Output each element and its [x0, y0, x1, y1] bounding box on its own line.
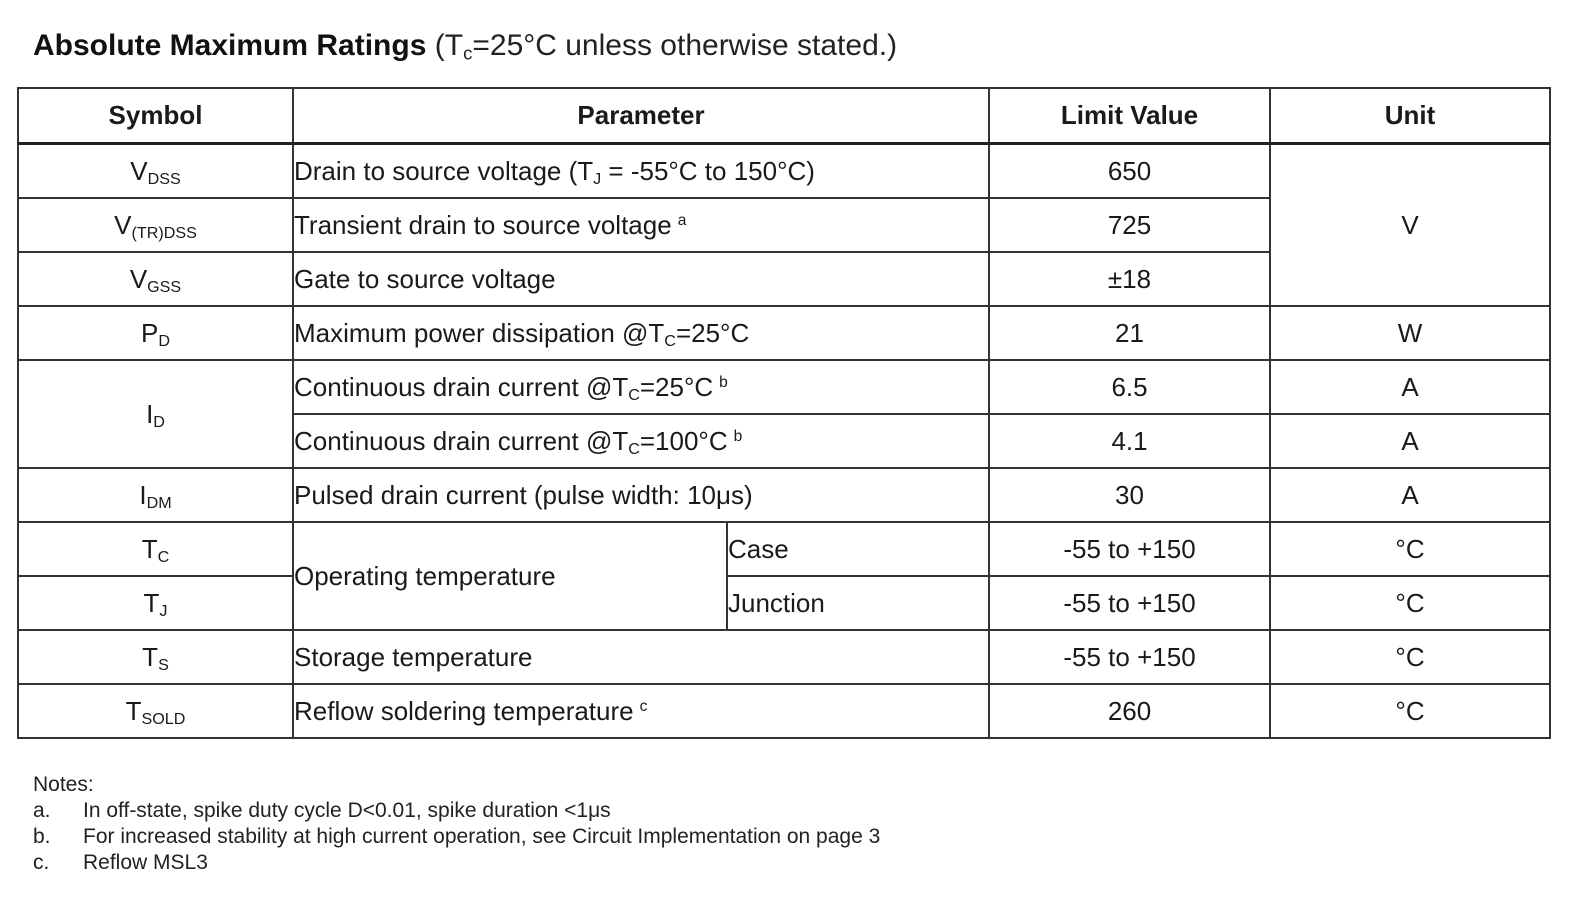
note-key: a. — [33, 799, 51, 822]
parameter-cell: Continuous drain current @TC=25°C b — [291, 359, 991, 415]
note-text: Reflow MSL3 — [83, 851, 208, 874]
note-text: For increased stability at high current … — [83, 825, 881, 848]
footnote-ref: c — [639, 697, 648, 715]
table-row: IDM Pulsed drain current (pulse width: 1… — [17, 467, 1552, 523]
symbol-cell: PD — [17, 305, 294, 361]
unit-cell: °C — [1269, 629, 1552, 685]
unit-cell: A — [1269, 467, 1552, 523]
parameter-cell: Operating temperature — [292, 521, 728, 631]
table-row: PD Maximum power dissipation @TC=25°C 21… — [17, 305, 1552, 361]
limit-value-cell: 260 — [988, 683, 1272, 739]
table-header-row: Symbol Parameter Limit Value Unit — [17, 87, 1552, 145]
footnote-ref: b — [733, 427, 743, 445]
symbol-cell: ID — [17, 359, 294, 469]
note-text: In off-state, spike duty cycle D<0.01, s… — [83, 799, 611, 822]
parameter-cell: Pulsed drain current (pulse width: 10μs) — [291, 467, 991, 523]
footnote-ref: a — [677, 211, 687, 229]
table-row: TS Storage temperature -55 to +150 °C — [17, 629, 1552, 685]
note-item: a. In off-state, spike duty cycle D<0.01… — [33, 798, 880, 824]
symbol-cell: VGSS — [17, 251, 294, 307]
unit-cell: °C — [1269, 521, 1552, 577]
note-key: c. — [33, 851, 50, 874]
symbol-cell: TJ — [17, 575, 294, 631]
limit-value-cell: -55 to +150 — [988, 521, 1272, 577]
header-symbol: Symbol — [17, 87, 294, 145]
title-condition: (Tc=25°C unless otherwise stated.) — [434, 29, 898, 64]
page-title: Absolute Maximum Ratings (Tc=25°C unless… — [33, 26, 897, 66]
unit-cell: °C — [1269, 575, 1552, 631]
notes-heading: Notes: — [33, 773, 94, 796]
parameter-cell: Gate to source voltage — [291, 251, 991, 307]
limit-value-cell: 4.1 — [988, 413, 1272, 469]
unit-cell: V — [1269, 142, 1552, 307]
table-row: V(TR)DSS Transient drain to source volta… — [17, 197, 1550, 253]
note-item: c. Reflow MSL3 — [33, 850, 880, 876]
unit-cell: W — [1269, 305, 1552, 361]
parameter-cell: Storage temperature — [291, 629, 991, 685]
unit-cell: A — [1269, 359, 1552, 415]
limit-value-cell: 30 — [988, 467, 1272, 523]
parameter-cell: Drain to source voltage (TJ = -55°C to 1… — [291, 142, 991, 199]
note-item: b. For increased stability at high curre… — [33, 824, 880, 850]
table-row: TJ Junction -55 to +150 °C — [17, 575, 1552, 631]
symbol-cell: VDSS — [17, 142, 294, 199]
note-key: b. — [33, 825, 51, 848]
parameter-cell: Transient drain to source voltage a — [291, 197, 991, 253]
limit-value-cell: -55 to +150 — [988, 629, 1272, 685]
table-row: TSOLD Reflow soldering temperature c 260 … — [17, 683, 1552, 739]
title-bold: Absolute Maximum Ratings — [33, 29, 427, 62]
table-row: ID Continuous drain current @TC=25°C b 6.… — [17, 359, 1552, 469]
table-row: VGSS Gate to source voltage ±18 — [17, 251, 1550, 307]
header-limit-value: Limit Value — [988, 87, 1272, 145]
limit-value-cell: 6.5 — [988, 359, 1272, 415]
unit-cell: °C — [1269, 683, 1552, 739]
table-row: Continuous drain current @TC=100°C b 4.1 … — [18, 413, 1552, 469]
ratings-table: Symbol Parameter Limit Value Unit VDSS D… — [17, 87, 1552, 739]
symbol-cell: TS — [17, 629, 294, 685]
footnote-ref: b — [719, 373, 728, 391]
notes-section: Notes: a. In off-state, spike duty cycle… — [33, 772, 880, 876]
sub-parameter-cell: Case — [725, 521, 991, 577]
symbol-cell: TSOLD — [17, 683, 294, 739]
limit-value-cell: 21 — [988, 305, 1272, 361]
limit-value-cell: -55 to +150 — [988, 575, 1272, 631]
symbol-cell: IDM — [17, 467, 294, 523]
limit-value-cell: ±18 — [988, 251, 1272, 307]
parameter-cell: Continuous drain current @TC=100°C b — [291, 413, 991, 469]
header-unit: Unit — [1269, 87, 1552, 145]
parameter-cell: Reflow soldering temperature c — [291, 683, 991, 739]
parameter-cell: Maximum power dissipation @TC=25°C — [291, 305, 991, 361]
symbol-cell: TC — [17, 521, 294, 577]
symbol-cell: V(TR)DSS — [17, 197, 294, 253]
unit-cell: A — [1269, 413, 1552, 469]
sub-parameter-cell: Junction — [725, 575, 991, 631]
limit-value-cell: 725 — [988, 197, 1272, 253]
header-parameter: Parameter — [291, 87, 991, 145]
table-row: TC Operating temperature Case -55 to +15… — [17, 521, 1552, 631]
limit-value-cell: 650 — [988, 142, 1272, 199]
table-row: VDSS Drain to source voltage (TJ = -55°C… — [17, 142, 1552, 307]
